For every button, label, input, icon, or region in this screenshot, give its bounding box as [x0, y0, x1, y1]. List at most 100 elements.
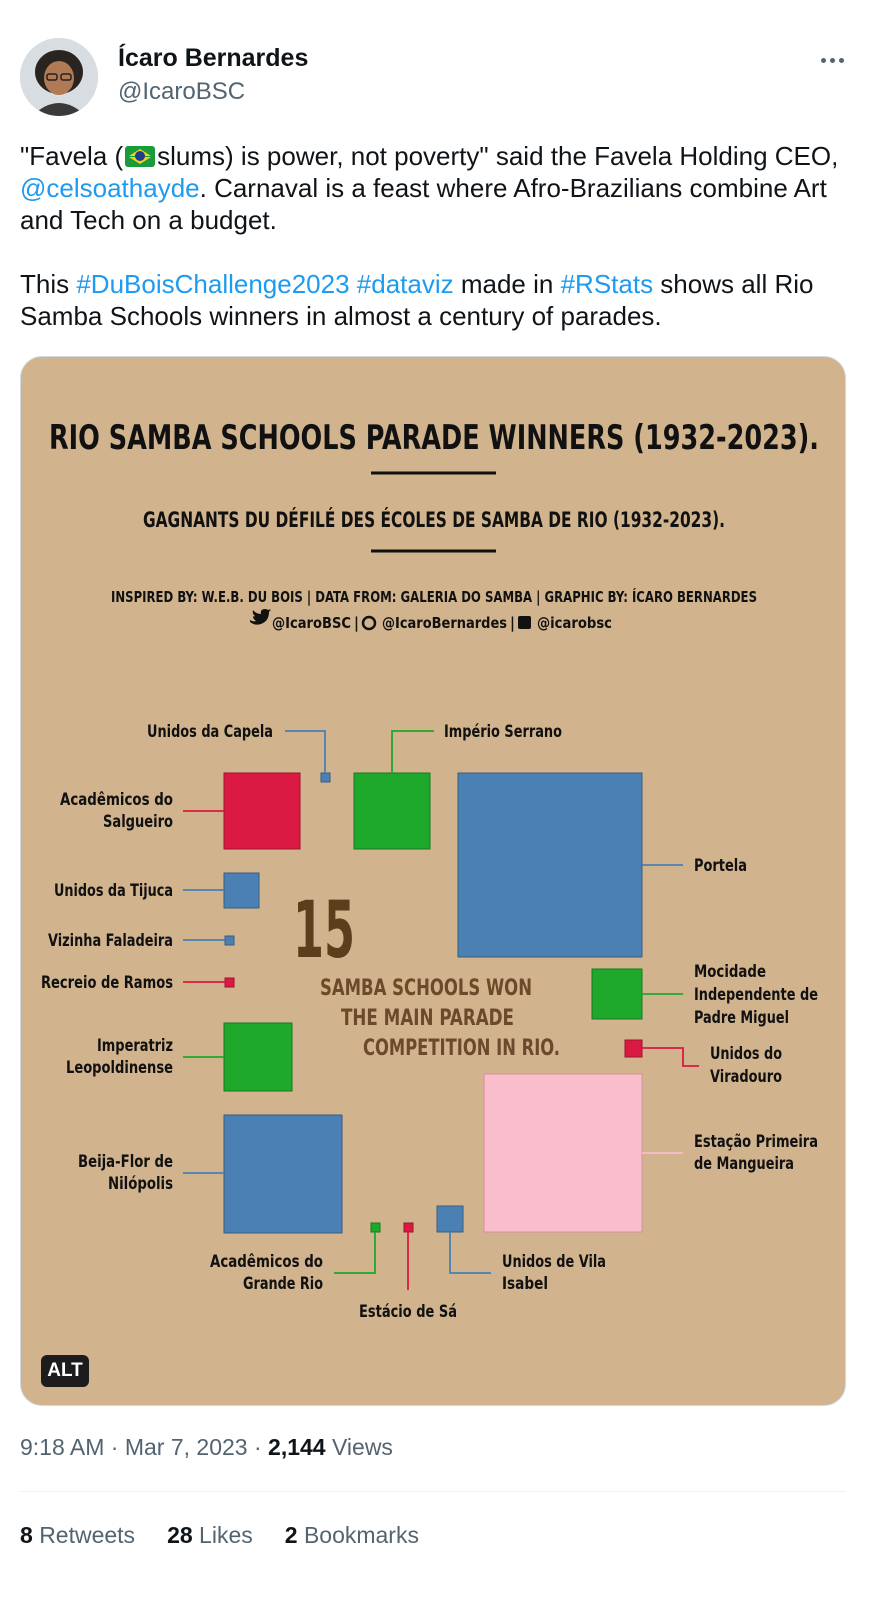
- square-imperatriz-leopoldinense: [223, 1022, 293, 1092]
- tweet-stats: 8 Retweets 28 Likes 2 Bookmarks: [20, 1522, 419, 1549]
- center-text-line-2: THE MAIN PARADE: [341, 1006, 514, 1031]
- square-unidos-da-capela: [320, 772, 331, 783]
- infographic: RIO SAMBA SCHOOLS PARADE WINNERS (1932-2…: [41, 418, 819, 1322]
- label-unidos-do-viradouro: Viradouro: [710, 1067, 782, 1087]
- label-mocidade: Mocidade: [694, 962, 766, 982]
- label-beija-flor-de-nilopolis: Nilópolis: [108, 1174, 173, 1194]
- avatar[interactable]: [20, 38, 98, 116]
- school-vizinha-faladeira: Vizinha Faladeira: [48, 931, 235, 951]
- more-options-icon[interactable]: [812, 46, 852, 74]
- school-unidos-de-vila-isabel: Unidos de Vila Isabel: [436, 1205, 606, 1294]
- label-unidos-de-vila-isabel: Unidos de Vila: [502, 1252, 606, 1272]
- label-academicos-do-salgueiro: Salgueiro: [103, 812, 173, 832]
- twitter-icon: [250, 609, 271, 625]
- socials-row: @IcaroBSC | @IcaroBernardes | @icarobsc: [250, 609, 612, 633]
- connector-unidos-do-viradouro: [642, 1047, 699, 1067]
- square-portela: [457, 772, 643, 958]
- school-unidos-da-tijuca: Unidos da Tijuca: [54, 872, 260, 909]
- author-handle[interactable]: @IcaroBSC: [118, 78, 246, 105]
- views-count: 2,144: [268, 1434, 326, 1460]
- square-recreio-de-ramos: [224, 977, 235, 988]
- square-academicos-do-salgueiro: [223, 772, 301, 850]
- school-imperio-serrano: Império Serrano: [353, 722, 562, 850]
- label-estacao-primeira-de-mangueira: de Mangueira: [694, 1154, 794, 1174]
- square-beija-flor-de-nilopolis: [223, 1114, 343, 1234]
- social-separator: |: [354, 614, 359, 633]
- tweet-date[interactable]: Mar 7, 2023: [124, 1434, 248, 1460]
- bookmarks-stat[interactable]: 2 Bookmarks: [285, 1522, 419, 1549]
- square-unidos-de-vila-isabel: [436, 1205, 464, 1233]
- hashtag-link-duboischallenge[interactable]: #DuBoisChallenge2023: [76, 269, 350, 299]
- meta-separator: ·: [110, 1434, 119, 1460]
- square-unidos-da-tijuca: [223, 872, 260, 909]
- center-text-line-1: SAMBA SCHOOLS WON: [320, 976, 532, 1001]
- label-unidos-da-tijuca: Unidos da Tijuca: [54, 881, 173, 901]
- views-label: Views: [332, 1434, 393, 1460]
- label-unidos-de-vila-isabel: Isabel: [502, 1274, 548, 1294]
- school-academicos-do-salgueiro: Acadêmicos do Salgueiro: [60, 772, 301, 850]
- avatar-image: [20, 38, 98, 116]
- retweets-count: 8: [20, 1522, 33, 1548]
- label-imperatriz-leopoldinense: Leopoldinense: [66, 1058, 173, 1078]
- tweet-paragraph-1: "Favela ( slums) is power, not poverty" s…: [20, 140, 865, 236]
- school-mocidade: Mocidade Independente de Padre Miguel: [591, 962, 818, 1028]
- bookmarks-label: Bookmarks: [303, 1522, 419, 1548]
- social-github-handle: @IcaroBernardes: [382, 614, 507, 632]
- label-recreio-de-ramos: Recreio de Ramos: [41, 973, 173, 993]
- divider: [20, 1491, 846, 1492]
- school-academicos-do-grande-rio: Acadêmicos do Grande Rio: [210, 1222, 381, 1294]
- label-mocidade: Independente de: [694, 985, 818, 1005]
- label-academicos-do-grande-rio: Grande Rio: [243, 1274, 323, 1294]
- brazil-flag-icon: [125, 146, 156, 167]
- label-imperio-serrano: Império Serrano: [444, 722, 562, 742]
- label-beija-flor-de-nilopolis: Beija-Flor de: [78, 1152, 173, 1172]
- hashtag-link-rstats[interactable]: #RStats: [560, 269, 654, 299]
- infographic-subtitle: GAGNANTS DU DÉFILÉ DES ÉCOLES DE SAMBA D…: [143, 507, 725, 532]
- tweet-meta: 9:18 AM · Mar 7, 2023 · 2,144 Views: [20, 1434, 393, 1461]
- tweet-time[interactable]: 9:18 AM: [20, 1434, 105, 1460]
- tweet-text-part: . Carnaval is a feast where Afro-Brazili…: [20, 173, 827, 235]
- label-portela: Portela: [694, 856, 747, 876]
- label-estacao-primeira-de-mangueira: Estação Primeira: [694, 1132, 818, 1152]
- school-recreio-de-ramos: Recreio de Ramos: [41, 973, 235, 993]
- label-academicos-do-salgueiro: Acadêmicos do: [60, 790, 173, 810]
- tweet-text-part: This: [20, 269, 77, 299]
- alt-text-button[interactable]: ALT: [41, 1355, 89, 1387]
- square-estacio-de-sa: [403, 1222, 414, 1233]
- tweet-text-part: slums) is power, not poverty" said the F…: [157, 141, 839, 171]
- square-estacao-primeira-de-mangueira: [483, 1073, 643, 1233]
- retweets-label: Retweets: [39, 1522, 136, 1548]
- tweet-paragraph-2: This #DuBoisChallenge2023 #dataviz made …: [20, 268, 865, 332]
- label-unidos-da-capela: Unidos da Capela: [147, 722, 273, 742]
- school-estacao-primeira-de-mangueira: Estação Primeira de Mangueira: [483, 1073, 818, 1233]
- tweet-media-image[interactable]: RIO SAMBA SCHOOLS PARADE WINNERS (1932-2…: [20, 356, 846, 1406]
- square-academicos-do-grande-rio: [370, 1222, 381, 1233]
- square-unidos-do-viradouro: [624, 1039, 643, 1058]
- social-twitter-handle: @IcaroBSC: [272, 614, 351, 632]
- social-linkedin-handle: @icarobsc: [537, 614, 612, 632]
- school-beija-flor-de-nilopolis: Beija-Flor de Nilópolis: [78, 1114, 343, 1234]
- likes-stat[interactable]: 28 Likes: [167, 1522, 253, 1549]
- infographic-credits: INSPIRED BY: W.E.B. DU BOIS | DATA FROM:…: [111, 587, 757, 607]
- author-name[interactable]: Ícaro Bernardes: [118, 44, 309, 72]
- mention-link[interactable]: @celsoathayde: [20, 173, 200, 203]
- bookmarks-count: 2: [284, 1522, 298, 1548]
- infographic-title: RIO SAMBA SCHOOLS PARADE WINNERS (1932-2…: [49, 418, 819, 458]
- likes-count: 28: [167, 1522, 193, 1548]
- school-unidos-da-capela: Unidos da Capela: [147, 722, 331, 783]
- square-imperio-serrano: [353, 772, 431, 850]
- connector-academicos-do-grande-rio: [334, 1232, 376, 1274]
- tweet-text-part: "Favela (: [20, 141, 124, 171]
- linkedin-icon: [518, 616, 531, 629]
- github-icon: [361, 615, 377, 631]
- hashtag-link-dataviz[interactable]: #dataviz: [356, 269, 454, 299]
- tweet-text-part: made in: [453, 269, 561, 299]
- connector-unidos-da-capela: [285, 730, 326, 773]
- label-imperatriz-leopoldinense: Imperatriz: [97, 1036, 173, 1056]
- retweets-stat[interactable]: 8 Retweets: [20, 1522, 135, 1549]
- connector-unidos-de-vila-isabel: [449, 1232, 491, 1274]
- square-mocidade: [591, 968, 643, 1020]
- school-imperatriz-leopoldinense: Imperatriz Leopoldinense: [66, 1022, 293, 1092]
- label-estacio-de-sa: Estácio de Sá: [359, 1302, 457, 1322]
- label-unidos-do-viradouro: Unidos do: [710, 1044, 782, 1064]
